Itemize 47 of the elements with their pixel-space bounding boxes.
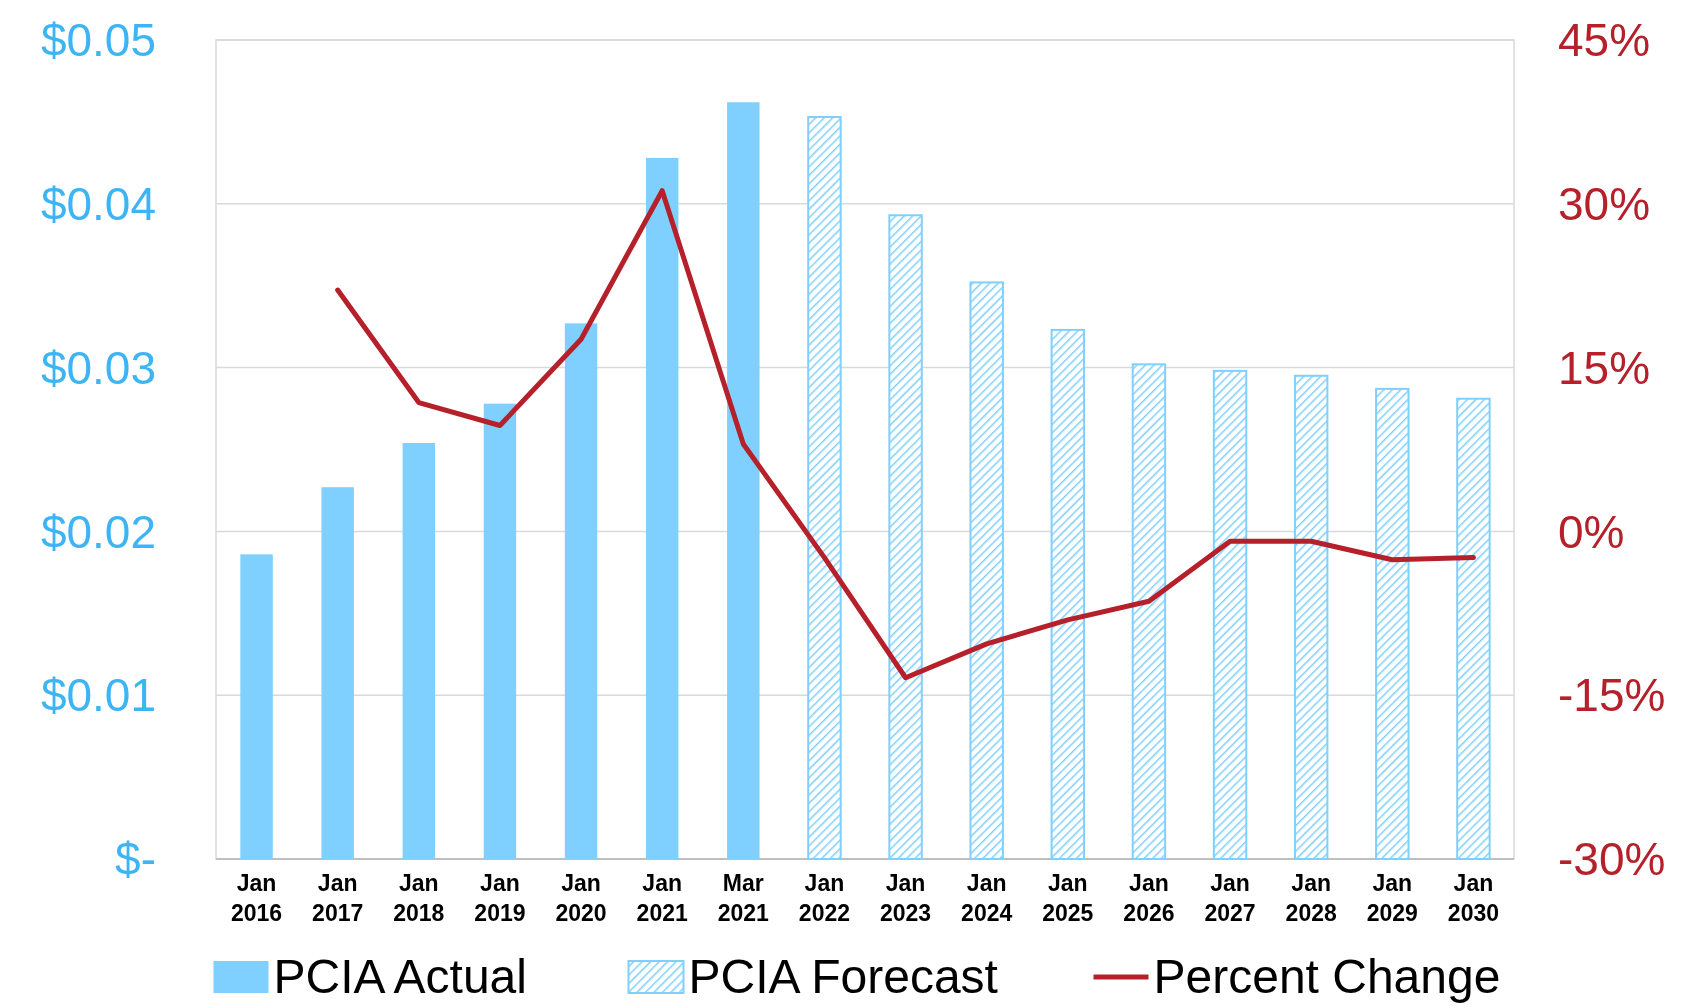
x-tick-label: Jan 2027 [1204, 870, 1256, 926]
bar [402, 442, 436, 859]
bar [807, 115, 842, 860]
bar [1212, 369, 1248, 860]
bar [321, 487, 354, 859]
bar [645, 157, 679, 859]
legend-label: Percent Change [1153, 950, 1501, 1003]
y2-tick-label: -15% [1558, 669, 1666, 722]
x-tick-label: Jan 2016 [230, 870, 283, 926]
legend-label: PCIA Actual [273, 950, 527, 1003]
x-tick-label: Jan 2024 [961, 870, 1013, 926]
x-tick-label: Jan 2019 [474, 870, 526, 926]
y2-tick-label: -30% [1558, 833, 1666, 886]
x-tick-label: Jan 2026 [1123, 870, 1175, 926]
x-tick-label: Jan 2017 [312, 870, 364, 926]
x-tick-label: Jan 2018 [393, 870, 445, 926]
bar [1050, 328, 1086, 860]
y-tick-label: $- [115, 833, 156, 886]
bar [1456, 397, 1491, 860]
x-tick-label: Jan 2021 [636, 870, 688, 926]
bar [888, 214, 923, 860]
bar [564, 323, 598, 859]
y2-tick-label: 0% [1558, 505, 1625, 558]
x-tick-label: Jan 2022 [798, 870, 851, 926]
y-tick-label: $0.01 [40, 669, 156, 722]
y-tick-label: $0.02 [40, 505, 156, 558]
x-tick-label: Jan 2028 [1285, 870, 1337, 926]
legend-label: PCIA Forecast [688, 950, 998, 1003]
x-tick-label: Jan 2025 [1042, 870, 1094, 926]
x-tick-label: Mar 2021 [717, 870, 770, 926]
bar [240, 554, 273, 859]
y2-tick-label: 15% [1558, 341, 1651, 394]
bar [1131, 363, 1167, 860]
bar [727, 102, 760, 859]
x-tick-label: Jan 2023 [879, 870, 932, 926]
x-tick-label: Jan 2029 [1366, 870, 1418, 926]
x-tick-label: Jan 2030 [1447, 870, 1500, 926]
bar [969, 281, 1004, 860]
bar [1375, 387, 1410, 860]
bar [483, 403, 517, 859]
y-tick-label: $0.05 [40, 14, 156, 67]
bar [1293, 374, 1329, 860]
y-tick-label: $0.03 [40, 341, 156, 394]
y-tick-label: $0.04 [40, 177, 156, 230]
x-tick-label: Jan 2020 [555, 870, 607, 926]
y2-tick-label: 45% [1558, 14, 1651, 67]
y2-tick-label: 30% [1558, 177, 1651, 230]
